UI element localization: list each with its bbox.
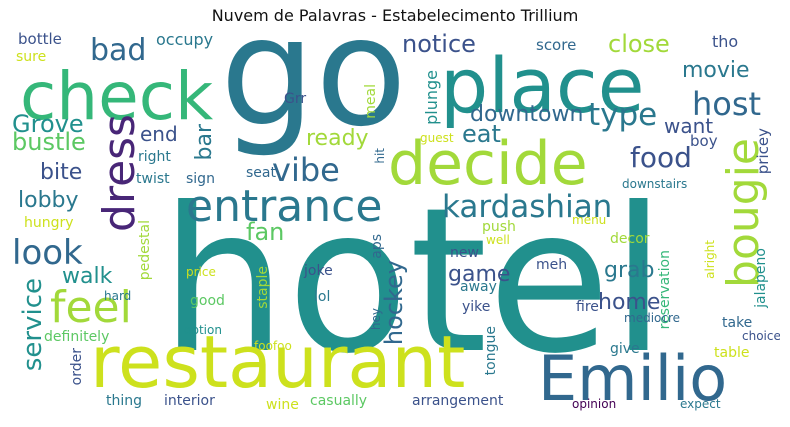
- word: interior: [164, 393, 215, 409]
- word: good: [190, 293, 225, 309]
- word: boy: [690, 132, 718, 150]
- word: bustle: [12, 128, 86, 156]
- word: check: [20, 58, 214, 135]
- word: kardashian: [442, 189, 613, 225]
- word: hotel: [160, 165, 667, 398]
- word: close: [608, 30, 670, 58]
- word: game: [448, 262, 511, 287]
- word: opinion: [572, 397, 617, 411]
- word: want: [664, 114, 714, 138]
- word: walk: [62, 264, 113, 289]
- word: yike: [462, 299, 491, 315]
- word: entrance: [186, 181, 383, 232]
- word: joke: [304, 263, 333, 279]
- word: feel: [50, 282, 132, 333]
- chart-title: Nuvem de Palavras - Estabelecimento Tril…: [211, 6, 579, 25]
- word: sign: [186, 171, 215, 187]
- word: lobby: [18, 188, 79, 213]
- word: table: [714, 345, 750, 361]
- word: occupy: [156, 30, 214, 49]
- word: menu: [572, 213, 607, 227]
- word: type: [588, 97, 658, 133]
- word: push: [482, 219, 516, 235]
- word: jalapeno: [753, 248, 769, 308]
- word: choice: [742, 329, 780, 343]
- word: give: [610, 341, 640, 357]
- word: well: [486, 233, 510, 247]
- word: tho: [712, 32, 739, 51]
- word: food: [630, 141, 692, 174]
- word: place: [440, 41, 645, 130]
- word: hockey: [380, 260, 408, 346]
- word: alright: [703, 240, 717, 279]
- word: guest: [420, 131, 454, 145]
- word: decor: [610, 231, 650, 247]
- word: right: [138, 149, 171, 165]
- word: away: [460, 279, 497, 295]
- word: fan: [246, 218, 285, 246]
- word: restaurant: [90, 320, 466, 404]
- word: bottle: [18, 30, 62, 48]
- word: pricey: [754, 128, 772, 175]
- word: seat: [246, 165, 276, 181]
- word: arrangement: [412, 393, 504, 409]
- word: new: [450, 245, 479, 261]
- word: bite: [40, 160, 83, 185]
- word: staple: [255, 266, 271, 309]
- word: hey: [369, 308, 383, 331]
- word: Grr: [284, 91, 307, 107]
- word: sure: [16, 49, 47, 65]
- word: decide: [388, 129, 588, 199]
- word-cloud: hotel go restaurant place check decide E…: [10, 30, 780, 420]
- word: hungry: [24, 215, 74, 231]
- word: downtown: [470, 102, 584, 127]
- word: lol: [314, 289, 331, 305]
- word: price: [186, 265, 216, 279]
- word: downstairs: [622, 177, 688, 191]
- word: home: [598, 290, 661, 315]
- word: definitely: [44, 329, 110, 345]
- word: order: [69, 348, 85, 386]
- word: mediocre: [624, 311, 681, 325]
- word: foofoo: [254, 339, 292, 353]
- word: go: [220, 30, 407, 160]
- word: meh: [536, 257, 568, 273]
- word: tongue: [483, 326, 499, 376]
- word: plunge: [422, 70, 441, 125]
- word: hit: [373, 148, 387, 164]
- word: expect: [680, 397, 721, 411]
- word: grab: [604, 258, 655, 283]
- word: option: [184, 323, 222, 337]
- word: end: [140, 122, 178, 146]
- word: casually: [310, 393, 368, 409]
- word: host: [692, 85, 762, 123]
- word: meal: [363, 84, 379, 119]
- word: wine: [266, 397, 299, 413]
- word: fire: [576, 299, 599, 315]
- word: bar: [192, 124, 217, 161]
- word: twist: [136, 171, 170, 187]
- word: notice: [402, 30, 476, 58]
- word: Emilio: [538, 342, 728, 415]
- word: bad: [90, 33, 147, 68]
- word: take: [722, 315, 753, 331]
- word: hard: [104, 289, 132, 303]
- word: movie: [682, 58, 750, 83]
- word: pedestal: [137, 220, 153, 281]
- word: ready: [306, 126, 369, 151]
- word: vibe: [272, 151, 340, 189]
- word: thing: [106, 393, 143, 409]
- word: score: [536, 36, 577, 54]
- word: look: [12, 233, 83, 273]
- word: Grove: [12, 110, 84, 138]
- word: aps: [369, 234, 385, 259]
- word: eat: [462, 120, 501, 148]
- word: service: [18, 278, 48, 372]
